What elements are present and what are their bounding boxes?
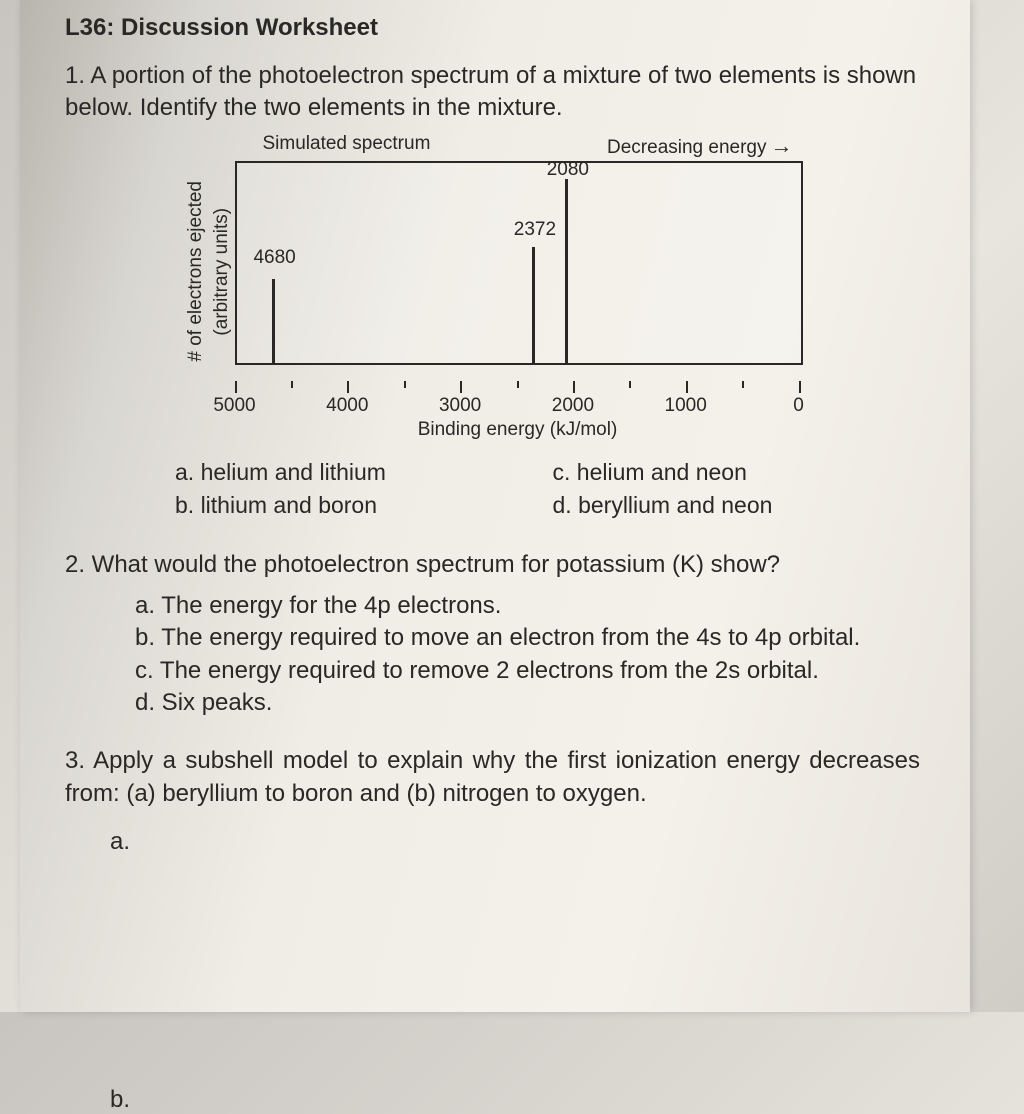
- q1-option-a: a. helium and lithium: [175, 459, 513, 486]
- peak-label: 2372: [514, 219, 556, 241]
- q3-sub-b: b.: [110, 1086, 920, 1114]
- peak-label: 4680: [253, 247, 295, 269]
- spectrum-peak: [272, 279, 275, 363]
- q2-option-d: d. Six peaks.: [135, 687, 920, 719]
- x-tick-label: 5000: [213, 395, 255, 417]
- x-axis-title: Binding energy (kJ/mol): [183, 419, 803, 441]
- q2-option-b: b. The energy required to move an electr…: [135, 622, 920, 654]
- q2-options: a. The energy for the 4p electrons. b. T…: [135, 590, 920, 720]
- question-1-text: 1. A portion of the photoelectron spectr…: [65, 60, 920, 125]
- x-tick-label: 1000: [665, 395, 707, 417]
- x-tick-label: 4000: [326, 395, 368, 417]
- q1-option-d: d. beryllium and neon: [553, 492, 891, 519]
- x-axis-labels: 500040003000200010000: [235, 393, 803, 417]
- q2-option-a: a. The energy for the 4p electrons.: [135, 590, 920, 622]
- q1-options: a. helium and lithium c. helium and neon…: [175, 459, 890, 519]
- q1-option-c: c. helium and neon: [553, 459, 891, 486]
- spectrum-peak: [565, 179, 568, 363]
- arrow-right-icon: →: [771, 133, 793, 159]
- chart-title-left: Simulated spectrum: [263, 133, 431, 159]
- x-tick-label: 2000: [552, 395, 594, 417]
- q3-sub-a: a.: [110, 828, 920, 856]
- y-axis-label-inner: (arbitrary units): [209, 161, 235, 382]
- question-2-text: 2. What would the photoelectron spectrum…: [65, 549, 920, 581]
- x-tick-label: 0: [793, 395, 804, 417]
- x-tick-label: 3000: [439, 395, 481, 417]
- worksheet-page: L36: Discussion Worksheet 1. A portion o…: [20, 0, 970, 1012]
- peak-label: 2080: [547, 159, 589, 181]
- y-axis-label-outer: # of electrons ejected: [183, 161, 209, 382]
- chart-title-right: Decreasing energy→: [607, 133, 792, 159]
- spectrum-peak: [532, 247, 535, 363]
- worksheet-title: L36: Discussion Worksheet: [65, 14, 920, 42]
- question-3-text: 3. Apply a subshell model to explain why…: [65, 745, 920, 810]
- q1-option-b: b. lithium and boron: [175, 492, 513, 519]
- spectrum-chart: Simulated spectrum Decreasing energy→ # …: [183, 133, 803, 442]
- x-axis-ticks: [235, 381, 803, 393]
- plot-area: 4680 2372 2080: [235, 161, 803, 365]
- q2-option-c: c. The energy required to remove 2 elect…: [135, 655, 920, 687]
